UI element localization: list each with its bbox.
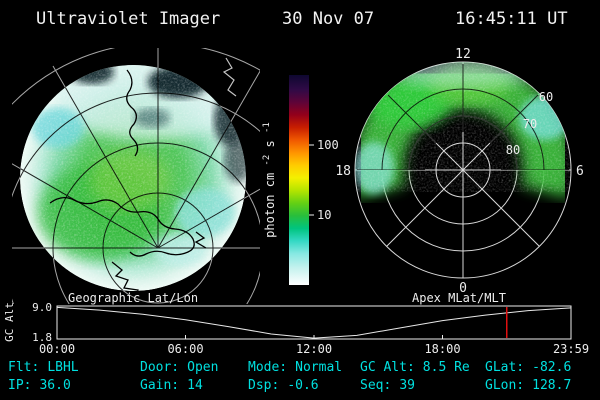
header: Ultraviolet Imager 30 Nov 07 16:45:11 UT	[36, 9, 568, 29]
mlt-label-12: 12	[455, 47, 471, 62]
status-door-label: Door:	[140, 360, 179, 375]
gc-alt-max-label: 9.0	[32, 301, 52, 314]
gc-alt-chart: Geographic Lat/Lon Apex MLat/MLT GC Alt …	[3, 291, 589, 356]
status-mode: Mode: Normal	[248, 360, 342, 375]
status-seq-label: Seq:	[360, 378, 391, 393]
mlat-ring-label-80: 80	[506, 143, 520, 157]
status-ip: IP: 36.0	[8, 378, 71, 393]
time-label-1200: 12:00	[296, 342, 332, 356]
status-flt-label: Flt:	[8, 360, 39, 375]
status-ip-label: IP:	[8, 378, 31, 393]
status-dsp-value: -0.6	[287, 378, 318, 393]
status-gain-value: 14	[187, 378, 203, 393]
status-gcalt: GC Alt: 8.5 Re	[360, 360, 470, 375]
status-dsp-label: Dsp:	[248, 378, 279, 393]
apex-plot-caption: Apex MLat/MLT	[412, 291, 506, 305]
coastline-overlay	[49, 69, 207, 291]
status-glon: GLon: 128.7	[485, 378, 571, 393]
colorbar-tick-label-10: 10	[317, 208, 331, 222]
colorbar-gradient	[289, 75, 309, 285]
time-label-1800: 18:00	[424, 342, 460, 356]
app-title: Ultraviolet Imager	[36, 9, 220, 29]
status-flt: Flt: LBHL	[8, 360, 79, 375]
units-exp-2: -1	[262, 122, 272, 133]
colorbar-tick-label-100: 100	[317, 138, 339, 152]
status-glon-label: GLon:	[485, 378, 524, 393]
status-glon-value: 128.7	[532, 378, 571, 393]
geographic-plot-caption: Geographic Lat/Lon	[68, 291, 198, 305]
gc-alt-min-label: 1.8	[32, 331, 52, 344]
mlat-ring-label-70: 70	[523, 117, 537, 131]
status-dsp: Dsp: -0.6	[248, 378, 319, 393]
mlt-label-18: 18	[335, 164, 351, 179]
geographic-plot	[12, 48, 260, 304]
mlat-ring-label-60: 60	[539, 90, 553, 104]
time-label-0000: 00:00	[39, 342, 75, 356]
status-glat-value: -82.6	[532, 360, 571, 375]
units-mid: s	[263, 140, 277, 147]
status-gain: Gain: 14	[140, 378, 203, 393]
gc-alt-axis-label: GC Alt	[3, 302, 16, 342]
status-readout: Flt: LBHL Door: Open Mode: Normal GC Alt: 8.…	[8, 360, 571, 393]
status-seq: Seq: 39	[360, 378, 415, 393]
units-exp-1: -2	[262, 155, 272, 166]
header-time: 16:45:11 UT	[455, 9, 568, 29]
status-gain-label: Gain:	[140, 378, 179, 393]
coastline-fragment	[222, 57, 237, 97]
mlt-label-0: 0	[459, 281, 467, 296]
colorbar: 100 10 photon cm -2 s -1	[258, 75, 339, 285]
units-base: photon cm	[263, 173, 277, 238]
status-door: Door: Open	[140, 360, 218, 375]
header-date: 30 Nov 07	[282, 9, 374, 29]
time-label-2359: 23:59	[553, 342, 589, 356]
status-ip-value: 36.0	[39, 378, 70, 393]
status-door-value: Open	[187, 360, 218, 375]
status-glat-label: GLat:	[485, 360, 524, 375]
time-label-0600: 06:00	[167, 342, 203, 356]
status-gcalt-value: 8.5 Re	[423, 360, 470, 375]
gc-alt-plot-frame	[56, 305, 572, 340]
status-mode-label: Mode:	[248, 360, 287, 375]
status-seq-value: 39	[399, 378, 415, 393]
mlt-label-6: 6	[576, 164, 584, 179]
gc-alt-curve	[56, 306, 572, 339]
status-glat: GLat: -82.6	[485, 360, 571, 375]
colorbar-units-label: photon cm -2 s -1	[258, 122, 277, 238]
status-flt-value: LBHL	[47, 360, 78, 375]
status-mode-value: Normal	[295, 360, 342, 375]
status-gcalt-label: GC Alt:	[360, 360, 415, 375]
